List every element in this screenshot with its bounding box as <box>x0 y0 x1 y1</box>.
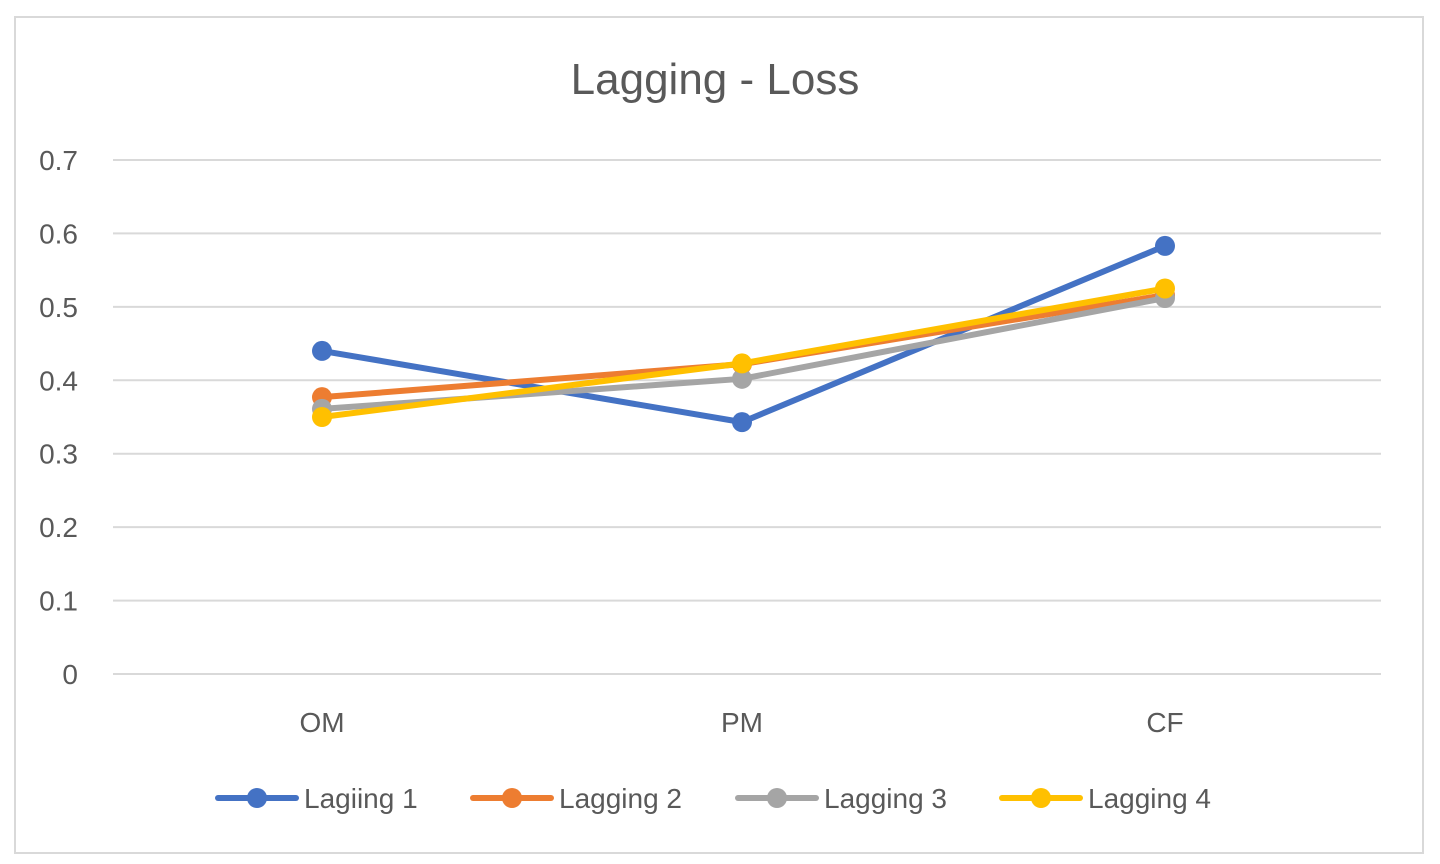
legend-item: Lagging 2 <box>470 783 682 814</box>
legend-marker <box>502 788 522 808</box>
x-tick-label: OM <box>299 707 344 738</box>
y-tick-label: 0 <box>62 659 78 690</box>
legend-item: Lagiing 1 <box>215 783 418 814</box>
series-line <box>319 242 1168 426</box>
legend-marker <box>247 788 267 808</box>
y-tick-label: 0.1 <box>39 586 78 617</box>
legend-item: Lagging 3 <box>735 783 947 814</box>
data-point <box>1155 235 1175 256</box>
series-lines <box>312 235 1175 433</box>
legend-label: Lagging 4 <box>1088 783 1211 814</box>
legend-marker <box>1031 788 1051 808</box>
series-4 <box>312 278 1175 427</box>
series-2 <box>312 285 1175 408</box>
legend-marker <box>767 788 787 808</box>
series-1 <box>312 235 1175 433</box>
y-tick-label: 0.6 <box>39 218 78 249</box>
x-tick-label: PM <box>721 707 763 738</box>
legend-label: Lagging 3 <box>824 783 947 814</box>
y-tick-label: 0.7 <box>39 145 78 176</box>
y-tick-label: 0.4 <box>39 365 78 396</box>
data-point <box>732 412 752 433</box>
legend-label: Lagiing 1 <box>304 783 418 814</box>
data-point <box>732 368 752 389</box>
y-tick-label: 0.5 <box>39 292 78 323</box>
chart-title: Lagging - Loss <box>571 55 860 104</box>
legend-label: Lagging 2 <box>559 783 682 814</box>
x-axis-ticks: OM PM CF <box>299 707 1183 738</box>
y-axis-ticks: 0 0.1 0.2 0.3 0.4 0.5 0.6 0.7 <box>39 145 78 690</box>
data-point <box>732 353 752 374</box>
chart-frame <box>14 16 1424 854</box>
legend: Lagiing 1 Lagging 2 Lagging 3 Lagging 4 <box>215 783 1211 814</box>
y-tick-label: 0.3 <box>39 439 78 470</box>
data-point <box>312 407 332 427</box>
x-tick-label: CF <box>1146 707 1183 738</box>
data-point <box>1155 278 1175 299</box>
y-tick-label: 0.2 <box>39 512 78 543</box>
data-point <box>312 340 332 361</box>
legend-item: Lagging 4 <box>999 783 1211 814</box>
